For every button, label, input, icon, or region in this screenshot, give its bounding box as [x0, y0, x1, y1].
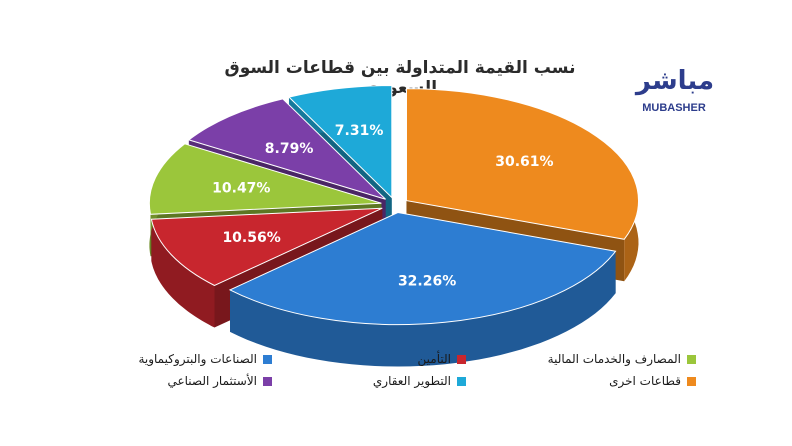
- pie-slice-1-label: 30.61%: [495, 154, 553, 170]
- legend-item-5: الأستثمار الصناعي: [167, 374, 272, 388]
- legend-label-6: التطوير العقاري: [372, 374, 451, 388]
- legend-label-5: الأستثمار الصناعي: [167, 374, 257, 388]
- legend-swatch-6: [457, 376, 466, 386]
- legend-item-1: قطاعات اخرى: [609, 374, 696, 388]
- legend-item-3: التأمين: [418, 352, 466, 366]
- pie-slice-6: [288, 84, 393, 199]
- legend-swatch-1: [687, 376, 696, 386]
- legend-swatch-5: [263, 376, 272, 386]
- legend-swatch-4: [687, 354, 696, 364]
- legend-label-1: قطاعات اخرى: [609, 374, 681, 388]
- pie-slice-3-label: 10.56%: [222, 230, 280, 246]
- pie-slice-2-side: [230, 251, 616, 367]
- legend-item-6: التطوير العقاري: [373, 374, 466, 388]
- legend-swatch-3: [457, 354, 466, 364]
- legend-item-2: الصناعات والبتروكيماوية: [138, 352, 272, 366]
- pie-slice-3-side: [151, 219, 215, 328]
- pie-slice-5: [187, 98, 386, 200]
- pie-slice-1: [405, 88, 639, 240]
- legend-label-4: المصارف والخدمات المالية: [547, 352, 681, 366]
- pie-slice-4-label: 10.47%: [212, 180, 270, 196]
- logo-latin-text: MUBASHER: [642, 102, 706, 114]
- pie-slice-4: [148, 143, 382, 215]
- pie-slice-2: [228, 212, 617, 326]
- pie-slice-5-label: 8.79%: [265, 141, 314, 157]
- mubasher-logo: مباشر MUBASHER: [628, 66, 720, 122]
- legend-item-4: المصارف والخدمات المالية: [548, 352, 696, 366]
- legend-label-3: التأمين: [417, 352, 451, 366]
- legend-swatch-2: [263, 354, 272, 364]
- pie-slice-3: [150, 207, 383, 287]
- pie-slice-2-label: 32.26%: [398, 274, 456, 290]
- pie-slice-6-label: 7.31%: [335, 123, 384, 139]
- legend-label-2: الصناعات والبتروكيماوية: [138, 352, 257, 366]
- logo-arabic-text: مباشر: [635, 66, 715, 96]
